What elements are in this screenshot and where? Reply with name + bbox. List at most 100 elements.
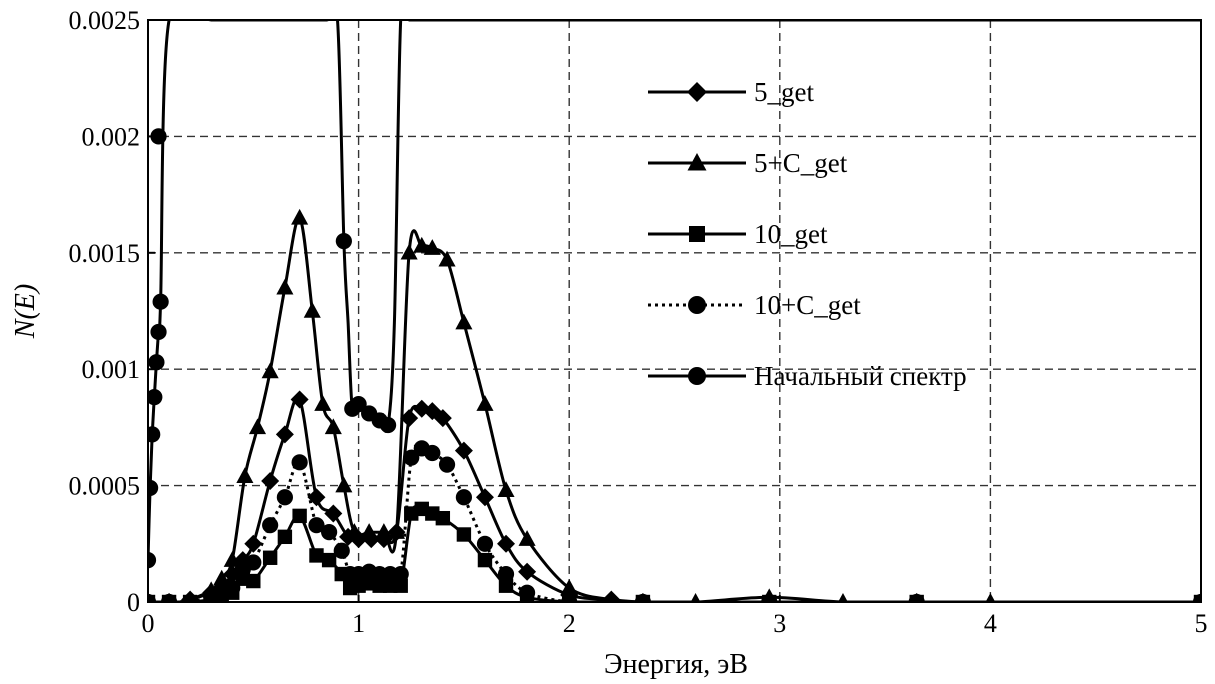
data-point xyxy=(477,552,493,568)
data-point xyxy=(518,584,536,601)
data-point xyxy=(244,534,263,553)
y-axis-label: N(E) xyxy=(10,284,41,339)
data-point xyxy=(275,425,294,444)
data-point xyxy=(1192,593,1201,602)
data-point xyxy=(333,542,350,559)
data-point xyxy=(838,593,848,602)
data-point xyxy=(262,550,278,565)
legend-marker xyxy=(687,153,707,171)
legend-item: Начальный спектр xyxy=(648,361,967,391)
data-point xyxy=(150,323,167,341)
series-line xyxy=(148,216,1201,602)
legend-item: 5_get xyxy=(648,77,814,107)
data-point xyxy=(307,488,326,507)
data-point xyxy=(497,481,515,498)
data-point xyxy=(324,418,342,435)
legend-item: 10+C_get xyxy=(648,290,861,320)
data-point xyxy=(148,389,163,406)
data-point xyxy=(148,354,165,371)
legend-label: 5_get xyxy=(754,77,814,107)
data-point xyxy=(413,236,431,253)
data-point xyxy=(476,395,494,411)
data-point xyxy=(152,293,169,310)
data-point xyxy=(518,530,536,546)
legend: 5_get 5+C_get 10_get 10+C_get Начальный спек… xyxy=(648,77,967,391)
legend-marker xyxy=(687,82,707,102)
data-point xyxy=(392,565,409,583)
y-tick-label: 0.0015 xyxy=(69,239,141,268)
legend-item: 10_get xyxy=(648,219,828,249)
data-point xyxy=(236,467,254,484)
legend-item: 5+C_get xyxy=(648,148,848,178)
data-point xyxy=(908,593,925,602)
plot-frame xyxy=(147,19,1202,603)
data-point xyxy=(291,208,309,225)
data-point xyxy=(475,488,494,507)
data-point xyxy=(213,569,231,586)
data-point xyxy=(634,593,652,602)
data-point xyxy=(605,590,618,602)
data-point xyxy=(182,593,199,602)
series-1 xyxy=(148,208,1201,602)
data-point xyxy=(303,302,321,318)
data-point xyxy=(423,239,441,255)
data-point xyxy=(148,593,157,602)
data-point xyxy=(262,517,279,534)
legend-label: Начальный спектр xyxy=(754,361,967,391)
data-point xyxy=(335,476,353,493)
x-axis: 0 1 2 3 4 5 xyxy=(142,595,1208,638)
data-point xyxy=(292,508,307,524)
data-point xyxy=(148,479,159,497)
series-4 xyxy=(148,20,1201,569)
data-point xyxy=(518,562,537,581)
x-tick-label: 0 xyxy=(142,609,155,638)
series-2 xyxy=(148,501,1201,602)
y-tick-label: 0.0025 xyxy=(69,6,141,35)
series-3 xyxy=(148,440,1201,602)
legend-marker xyxy=(689,226,705,242)
data-point xyxy=(761,593,778,602)
data-point xyxy=(497,565,515,583)
x-tick-label: 2 xyxy=(563,609,576,638)
data-point xyxy=(350,396,367,413)
series-line xyxy=(148,396,1201,602)
data-point xyxy=(276,278,294,295)
data-point xyxy=(308,517,325,534)
x-tick-label: 4 xyxy=(984,609,997,638)
y-axis: 0 0.0005 0.001 0.0015 0.002 0.0025 xyxy=(69,6,155,617)
data-point xyxy=(290,390,309,409)
y-tick-label: 0.0005 xyxy=(69,472,141,501)
data-point xyxy=(321,524,338,541)
x-tick-label: 1 xyxy=(352,609,365,638)
data-point xyxy=(335,233,352,250)
data-point xyxy=(224,579,241,597)
series-line xyxy=(148,444,1201,602)
data-point xyxy=(277,529,293,545)
data-point xyxy=(433,409,452,428)
data-point xyxy=(150,128,167,145)
data-point xyxy=(560,579,578,595)
y-tick-label: 0 xyxy=(127,588,140,617)
data-point xyxy=(148,551,157,569)
data-point xyxy=(387,523,406,539)
data-point xyxy=(261,362,279,379)
data-point xyxy=(403,449,420,466)
data-point xyxy=(246,573,261,589)
grid xyxy=(148,20,1201,602)
data-point xyxy=(324,504,343,523)
data-point xyxy=(345,523,363,539)
data-point xyxy=(400,409,419,428)
data-point xyxy=(690,593,701,602)
data-point xyxy=(314,395,332,411)
data-point xyxy=(498,578,514,593)
y-tick-label: 0.001 xyxy=(82,355,141,384)
data-point xyxy=(435,510,451,526)
data-point xyxy=(400,243,418,260)
data-point xyxy=(438,456,456,473)
data-point xyxy=(245,554,262,571)
legend-label: 5+C_get xyxy=(754,148,848,178)
data-point xyxy=(424,444,441,462)
legend-label: 10_get xyxy=(754,219,828,249)
data-point xyxy=(379,416,397,434)
